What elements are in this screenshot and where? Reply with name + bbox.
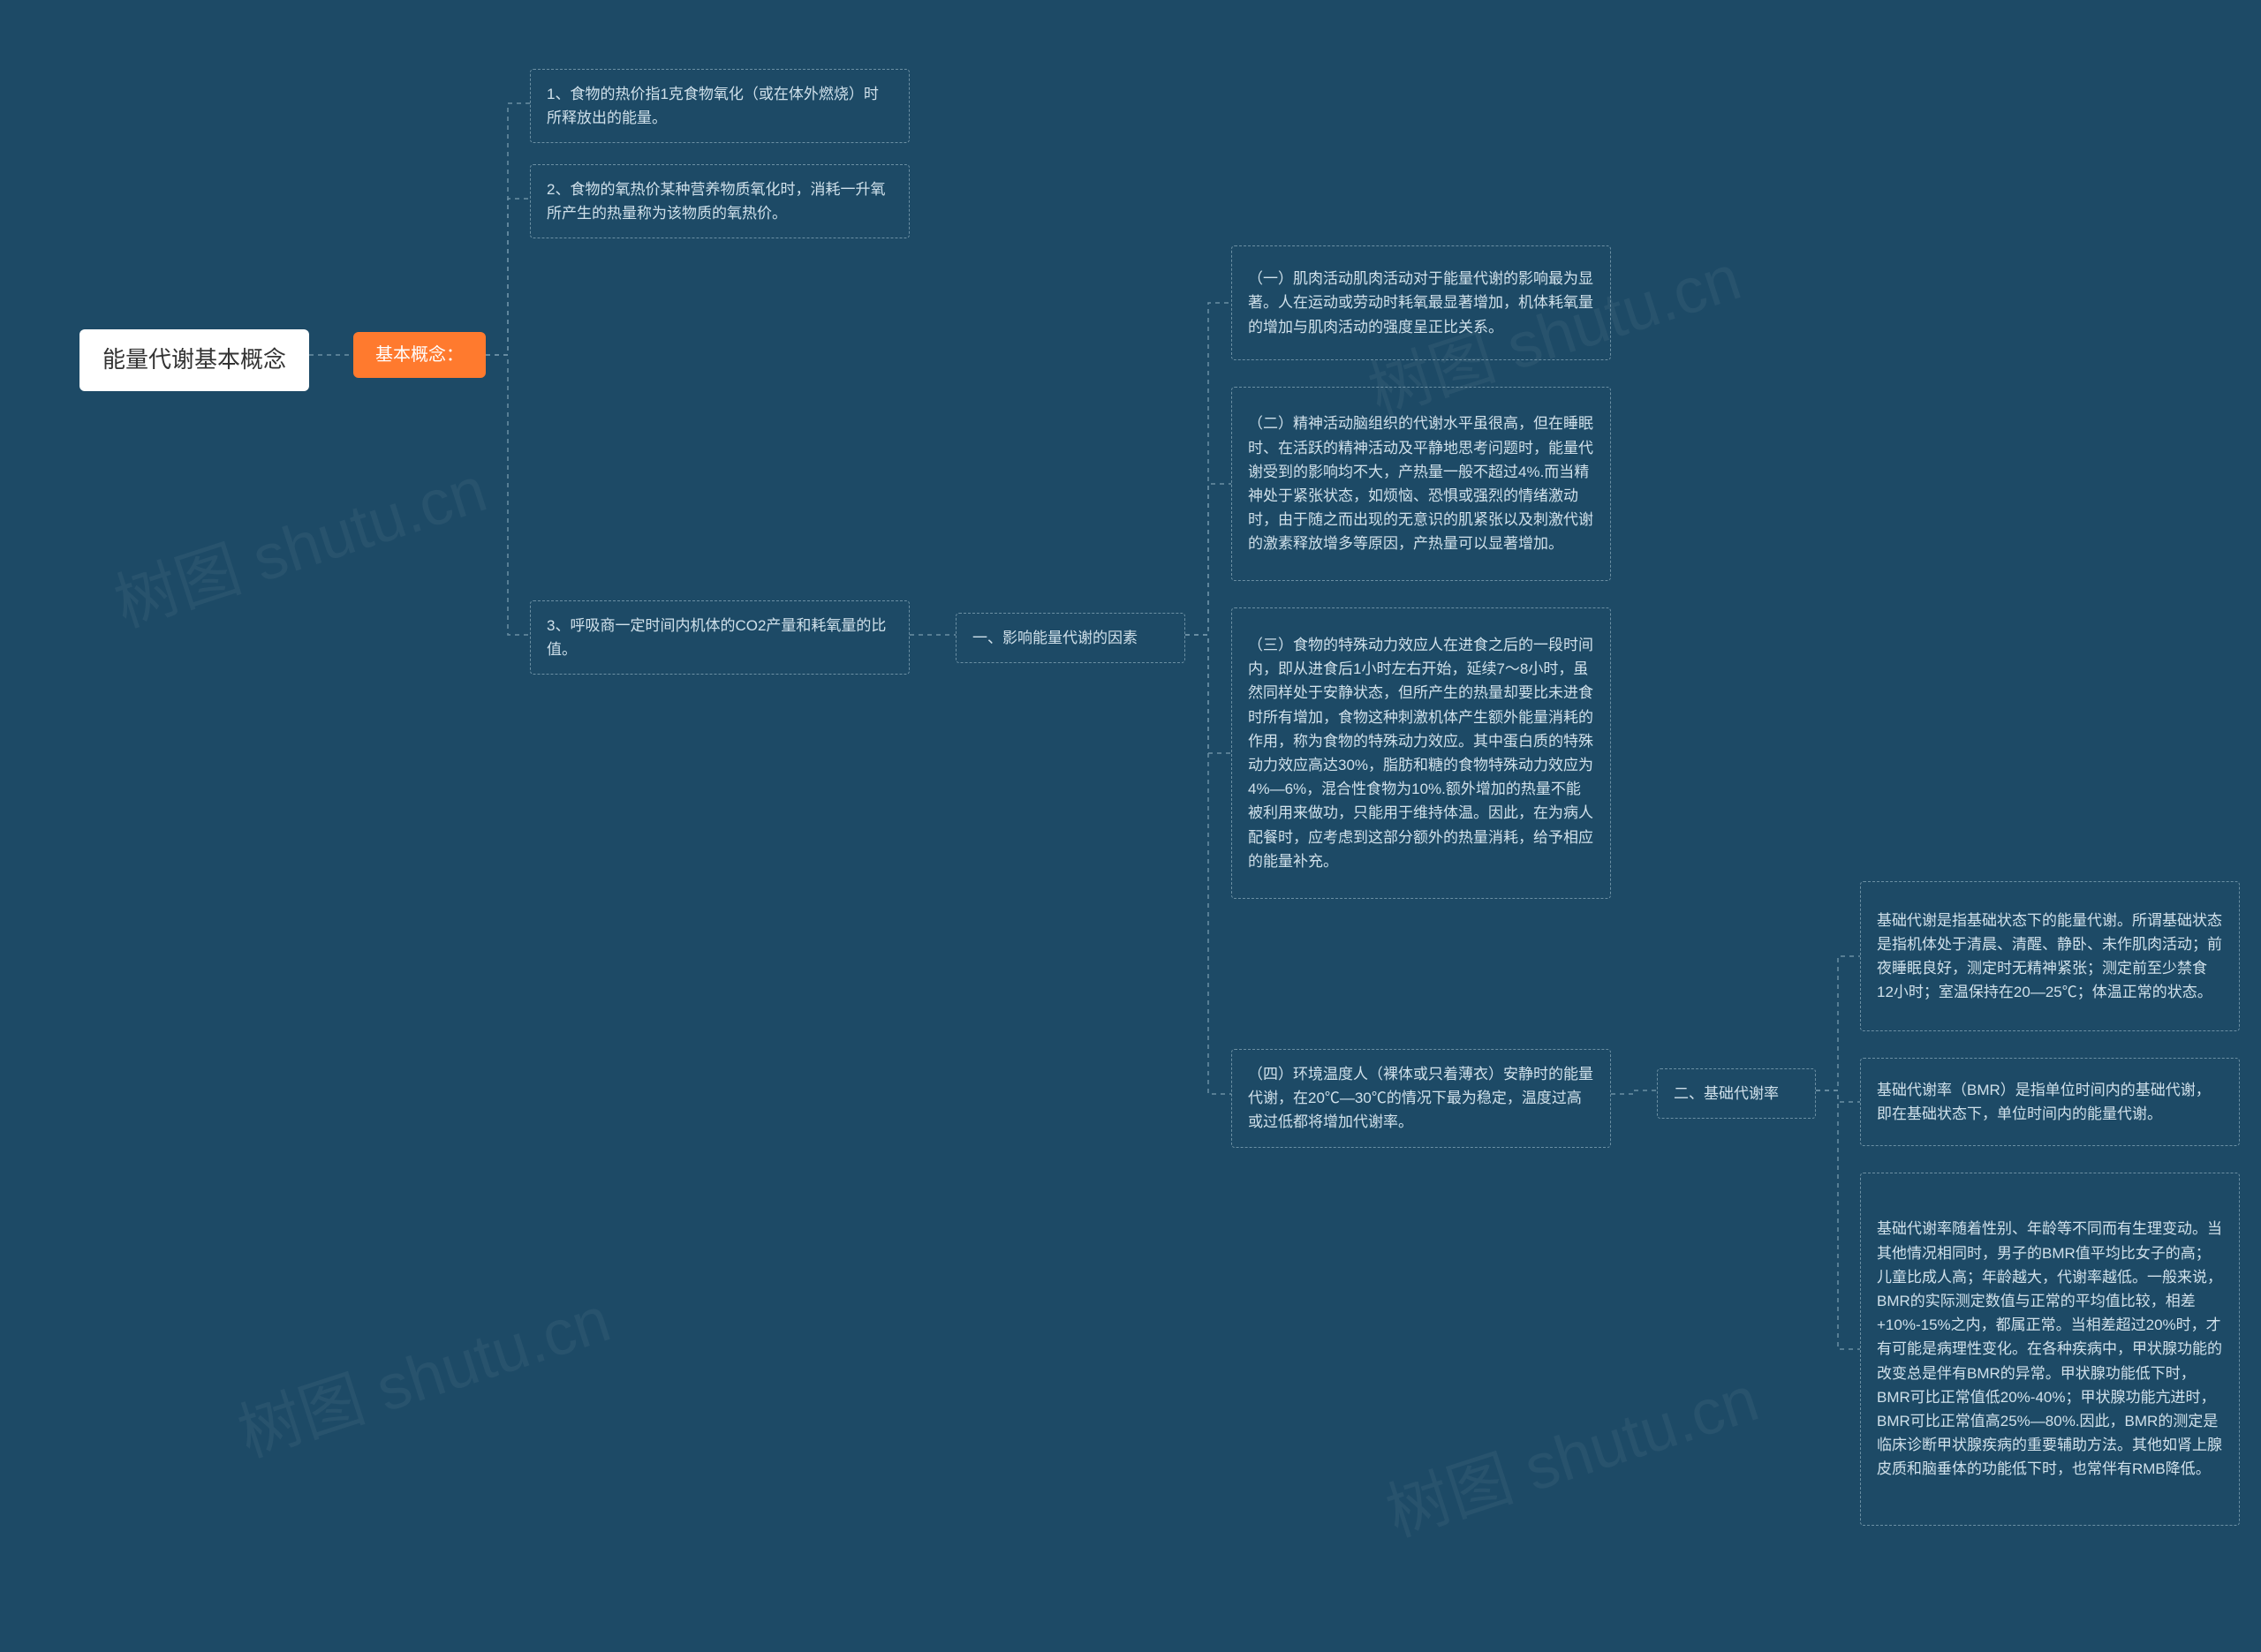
connector <box>1816 1090 1860 1102</box>
leaf-bmr-title: 二、基础代谢率 <box>1657 1068 1816 1119</box>
leaf-bmr-definition: 基础代谢是指基础状态下的能量代谢。所谓基础状态是指机体处于清晨、清醒、静卧、未作… <box>1860 881 2240 1031</box>
leaf-factor-food: （三）食物的特殊动力效应人在进食之后的一段时间内，即从进食后1小时左右开始，延续… <box>1231 607 1611 899</box>
leaf-bmr-rate: 基础代谢率（BMR）是指单位时间内的基础代谢，即在基础状态下，单位时间内的能量代… <box>1860 1058 2240 1146</box>
connector <box>1816 1090 1860 1349</box>
leaf-factor-muscle: （一）肌肉活动肌肉活动对于能量代谢的影响最为显著。人在运动或劳动时耗氧最显著增加… <box>1231 245 1611 360</box>
connector <box>1185 484 1231 635</box>
connector <box>486 103 530 355</box>
leaf-factors-title: 一、影响能量代谢的因素 <box>956 613 1185 663</box>
leaf-respiratory-quotient: 3、呼吸商一定时间内机体的CO2产量和耗氧量的比值。 <box>530 600 910 675</box>
leaf-factor-mental: （二）精神活动脑组织的代谢水平虽很高，但在睡眠时、在活跃的精神活动及平静地思考问… <box>1231 387 1611 581</box>
leaf-oxygen-heat-value: 2、食物的氧热价某种营养物质氧化时，消耗一升氧所产生的热量称为该物质的氧热价。 <box>530 164 910 238</box>
connector <box>486 199 530 355</box>
connector <box>486 355 530 635</box>
watermark: 树图 shutu.cn <box>1372 1346 1767 1554</box>
root-node: 能量代谢基本概念 <box>79 329 309 391</box>
watermark: 树图 shutu.cn <box>101 437 495 645</box>
mindmap-canvas: 能量代谢基本概念 基本概念： 1、食物的热价指1克食物氧化（或在体外燃烧）时所释… <box>0 0 2261 1652</box>
connector <box>1185 635 1231 753</box>
connector <box>1185 635 1231 1094</box>
watermark: 树图 shutu.cn <box>224 1267 619 1475</box>
connector <box>1185 303 1231 635</box>
connector <box>1816 956 1860 1090</box>
leaf-bmr-variation: 基础代谢率随着性别、年龄等不同而有生理变动。当其他情况相同时，男子的BMR值平均… <box>1860 1173 2240 1526</box>
leaf-heat-value: 1、食物的热价指1克食物氧化（或在体外燃烧）时所释放出的能量。 <box>530 69 910 143</box>
connector <box>1611 1090 1657 1094</box>
sub-node-basic-concepts: 基本概念： <box>353 332 486 378</box>
leaf-factor-temperature: （四）环境温度人（裸体或只着薄衣）安静时的能量代谢，在20℃—30℃的情况下最为… <box>1231 1049 1611 1148</box>
